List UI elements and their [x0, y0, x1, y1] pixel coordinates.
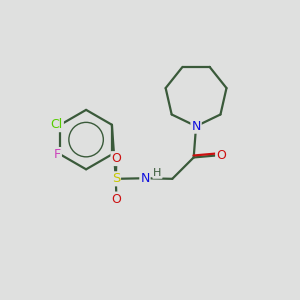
Text: N: N	[191, 120, 201, 133]
Text: Cl: Cl	[51, 118, 63, 131]
Text: O: O	[112, 152, 122, 165]
Text: S: S	[112, 172, 120, 185]
Text: O: O	[112, 193, 122, 206]
Text: N: N	[140, 172, 150, 185]
Text: H: H	[153, 168, 162, 178]
Text: O: O	[216, 148, 226, 162]
Text: F: F	[54, 148, 61, 161]
